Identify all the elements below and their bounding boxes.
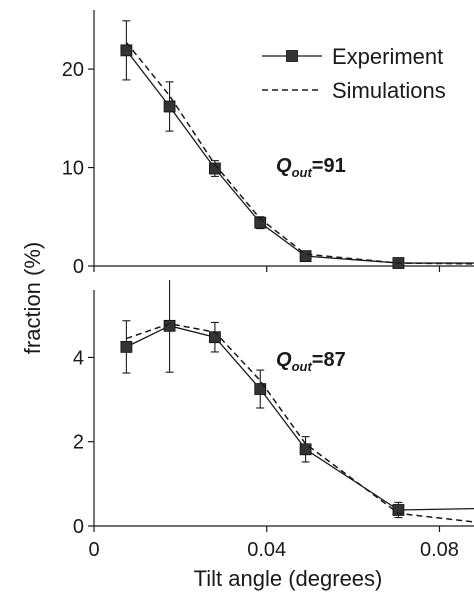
legend-label-experiment: Experiment [332,44,443,69]
annotation-bottom: Qout=87 [276,349,346,374]
legend: Experiment Simulations [262,44,446,103]
x-tick-label-1: 0.04 [247,539,286,561]
data-point-bottom-4 [299,443,312,456]
y-tick-label-top-0: 0 [73,256,84,278]
top-panel: 0 10 20 Qout=91 Experiment Simulations [62,10,474,278]
y-tick-label-bottom-0: 0 [73,516,84,538]
x-tick-label-0: 0 [88,539,99,561]
legend-label-simulations: Simulations [332,78,446,103]
data-point-bottom-1 [163,319,176,332]
y-tick-label-top-1: 10 [62,158,84,180]
data-point-top-0 [120,44,133,57]
y-tick-label-top-2: 20 [62,59,84,81]
data-point-top-4 [299,250,312,263]
x-axis-title: Tilt angle (degrees) [194,566,383,591]
data-point-bottom-3 [254,383,267,395]
annotation-top: Qout=91 [276,155,346,180]
bottom-panel: 0 2 4 0 0.04 0.08 Qout=87 [73,280,474,561]
legend-marker-experiment [286,50,298,62]
data-point-top-1 [163,100,176,113]
series-line-bottom-simulations [126,322,474,523]
x-tick-label-2: 0.08 [420,539,459,561]
shared-axes: fraction (%) Tilt angle (degrees) [20,242,382,591]
plot-area-top [120,20,474,269]
plot-area-bottom [120,280,474,523]
y-axis-title: fraction (%) [20,242,45,354]
data-point-top-2 [209,162,221,175]
data-point-top-3 [254,216,267,229]
y-tick-label-bottom-1: 2 [73,432,84,454]
series-line-bottom-experiment [126,325,474,511]
data-point-bottom-0 [120,340,133,353]
data-point-bottom-2 [209,331,221,344]
series-line-top-simulations [125,42,474,265]
y-tick-label-bottom-2: 4 [73,347,84,369]
